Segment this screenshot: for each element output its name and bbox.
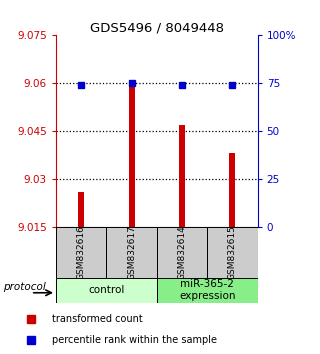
Bar — [129, 80, 135, 227]
Text: GSM832617: GSM832617 — [127, 225, 136, 280]
Bar — [179, 125, 185, 227]
Bar — [157, 227, 207, 278]
Bar — [229, 153, 236, 227]
Bar — [157, 278, 258, 303]
Bar — [207, 227, 258, 278]
Bar — [56, 278, 157, 303]
Bar — [106, 227, 157, 278]
Text: percentile rank within the sample: percentile rank within the sample — [52, 335, 217, 345]
Text: GSM832614: GSM832614 — [178, 225, 187, 280]
Text: control: control — [88, 285, 124, 295]
Text: protocol: protocol — [3, 281, 45, 292]
Text: GSM832615: GSM832615 — [228, 225, 237, 280]
Text: miR-365-2
expression: miR-365-2 expression — [179, 279, 236, 301]
Title: GDS5496 / 8049448: GDS5496 / 8049448 — [90, 21, 224, 34]
Bar — [78, 192, 84, 227]
Text: GSM832616: GSM832616 — [77, 225, 86, 280]
Text: transformed count: transformed count — [52, 314, 142, 324]
Bar — [56, 227, 106, 278]
